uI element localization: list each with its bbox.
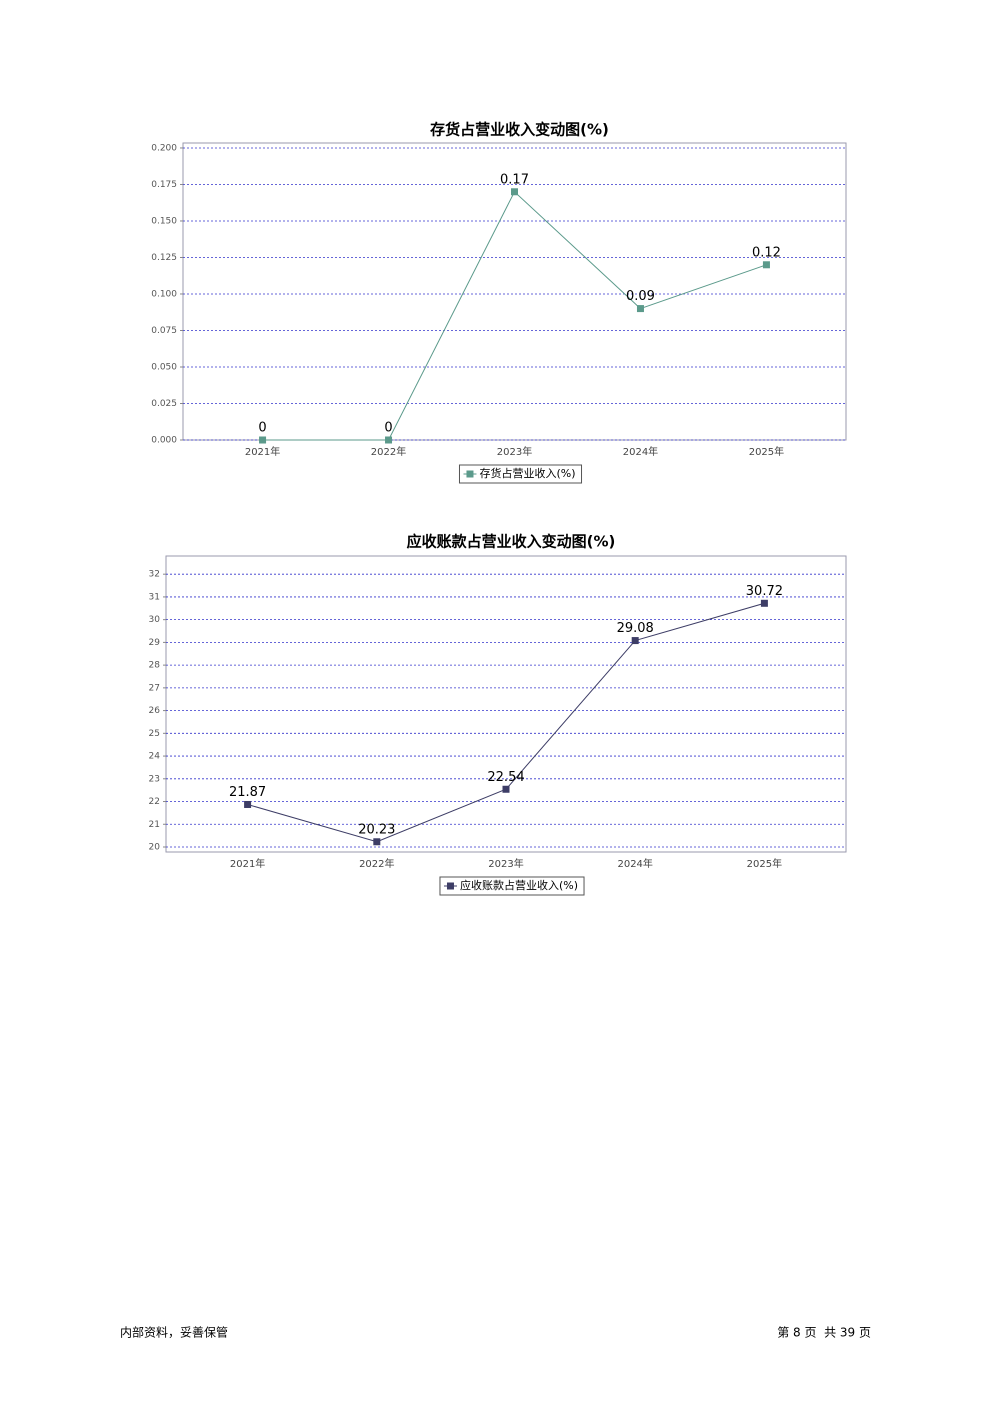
legend-box [458,464,583,484]
data-label: 22.54 [487,770,524,785]
x-tick-label: 2025年 [747,857,782,870]
y-tick-label: 20 [149,842,161,852]
y-tick-label: 23 [149,774,160,784]
data-label: 0 [258,421,266,436]
point [760,599,768,607]
point [636,305,644,313]
y-tick-label: 21 [149,820,160,830]
legend: 应收账款占营业收入(%) [439,876,585,896]
data-label: 29.08 [617,621,654,636]
legend-box [439,876,585,896]
y-tick-label: 25 [149,729,160,739]
point [259,436,267,444]
chart-title: 存货占营业收入变动图(%) [430,121,609,139]
footer-right: 第 8 页 共 39 页 [777,1326,871,1340]
y-tick-label: 0.175 [151,180,177,190]
data-label: 0 [384,421,392,436]
data-label: 30.72 [746,584,783,599]
point [385,436,393,444]
point [502,785,510,793]
y-tick-label: 22 [149,797,160,807]
x-tick-label: 2023年 [488,857,523,870]
y-tick-label: 0.000 [151,436,177,446]
x-tick-label: 2025年 [749,445,784,458]
chart-title: 应收账款占营业收入变动图(%) [407,533,616,551]
data-label: 0.09 [626,289,655,304]
legend-label: 应收账款占营业收入(%) [460,878,578,892]
y-tick-label: 0.125 [151,253,177,263]
y-tick-label: 0.050 [151,362,177,372]
y-tick-label: 27 [149,683,160,693]
x-tick-label: 2021年 [245,445,280,458]
point [631,637,639,645]
y-tick-label: 31 [149,592,160,602]
y-tick-label: 28 [149,661,161,671]
legend-swatch [446,882,454,890]
data-label: 20.23 [358,822,395,837]
y-tick-label: 24 [149,752,161,762]
plot-area [165,555,847,853]
y-tick-label: 0.075 [151,326,177,336]
point [762,261,770,269]
data-label: 21.87 [229,785,266,800]
y-tick-label: 26 [149,706,161,716]
y-tick-label: 0.025 [151,399,177,409]
legend-label: 存货占营业收入(%) [479,466,575,480]
line [262,190,767,441]
x-tick-label: 2023年 [497,445,532,458]
y-tick-label: 0.100 [151,289,177,299]
y-tick-label: 0.150 [151,216,177,226]
legend-swatch [466,470,474,478]
point [244,800,252,808]
legend: 存货占营业收入(%) [458,464,583,484]
x-tick-label: 2021年 [230,857,265,870]
y-tick-label: 0.200 [151,143,177,153]
y-tick-label: 29 [149,638,161,648]
point [511,188,518,196]
data-label: 0.17 [500,172,529,187]
x-tick-label: 2024年 [623,445,658,458]
footer-left: 内部资料，妥善保管 [120,1325,228,1340]
data-label: 0.12 [752,245,781,260]
point [373,838,381,846]
plot-area [182,142,847,441]
x-tick-label: 2024年 [617,857,652,870]
y-tick-label: 30 [149,615,161,625]
line [247,602,765,843]
x-tick-label: 2022年 [359,857,394,870]
x-tick-label: 2022年 [371,445,406,458]
y-tick-label: 32 [149,570,160,580]
